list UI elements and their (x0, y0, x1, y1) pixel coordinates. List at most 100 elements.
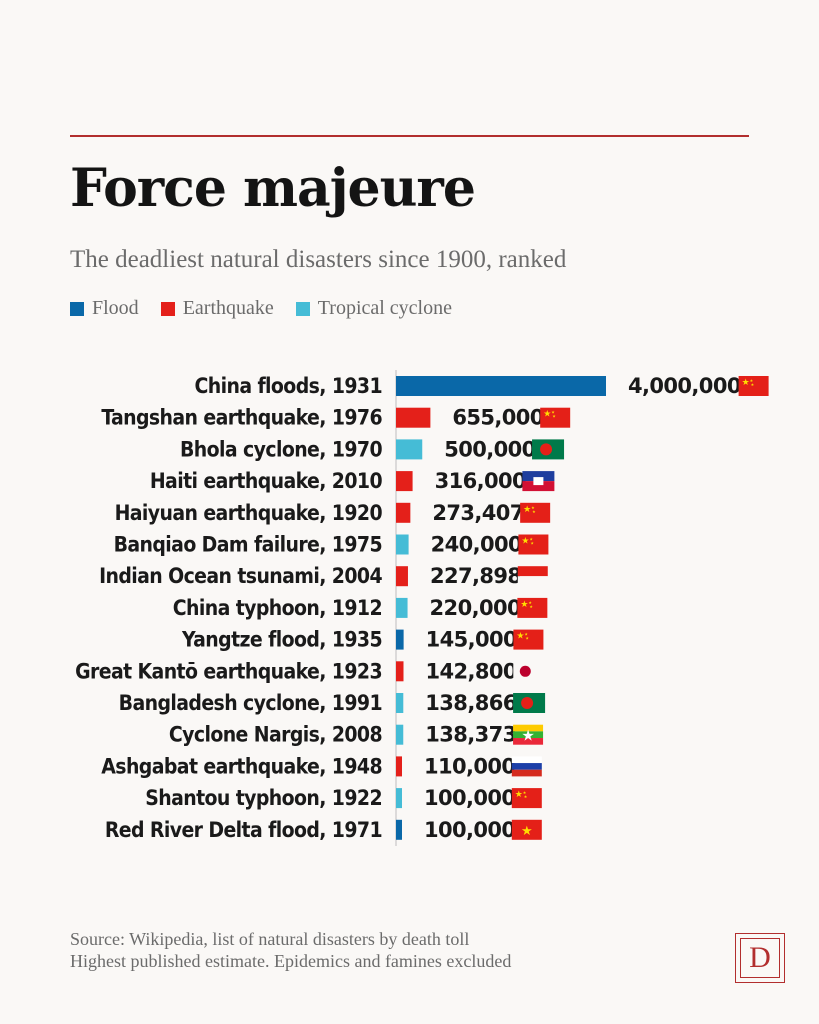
svg-text:★: ★ (525, 636, 529, 641)
legend-label-earthquake: Earthquake (182, 297, 274, 319)
bar (396, 661, 404, 682)
value-label: 240,000 (431, 533, 522, 557)
category-label: Yangtze flood, 1935 (181, 628, 382, 652)
flag-china-icon: ★ ★★ (738, 376, 769, 396)
flag-china-icon: ★ ★★ (540, 407, 571, 428)
value-label: 227,898 (430, 564, 521, 588)
svg-text:★: ★ (750, 378, 754, 383)
svg-text:★: ★ (532, 509, 536, 514)
legend-item-cyclone: Tropical cyclone (295, 297, 452, 320)
category-label: Great Kantō earthquake, 1923 (75, 659, 382, 683)
bar (396, 471, 413, 492)
svg-text:★: ★ (515, 789, 523, 799)
svg-text:★: ★ (530, 541, 534, 546)
bar (396, 597, 408, 618)
svg-text:★: ★ (531, 505, 535, 510)
value-label: 138,373 (425, 723, 516, 747)
footer: Source: Wikipedia, list of natural disas… (70, 928, 511, 972)
category-label: Tangshan earthquake, 1976 (101, 406, 382, 430)
svg-text:★: ★ (529, 604, 533, 609)
svg-text:★: ★ (524, 632, 528, 637)
flag-china-icon: ★ ★★ (513, 629, 544, 650)
category-label: Red River Delta flood, 1971 (105, 818, 382, 842)
legend-item-earthquake: Earthquake (160, 297, 274, 320)
bar (396, 693, 404, 713)
bar (396, 439, 423, 460)
bar (396, 376, 606, 396)
bar (396, 788, 402, 809)
flag-china-icon: ★ ★★ (520, 502, 551, 523)
legend: Flood Earthquake Tropical cyclone (70, 297, 474, 320)
svg-text:★: ★ (523, 790, 527, 795)
legend-label-flood: Flood (92, 297, 139, 319)
methodology-note: Highest published estimate. Epidemics an… (70, 951, 512, 971)
source-note: Source: Wikipedia, list of natural disas… (70, 929, 470, 949)
svg-text:★: ★ (520, 599, 528, 609)
bar-chart: China floods, 1931 4,000,000 ★ ★★Tangshan e… (75, 370, 769, 846)
category-label: China floods, 1931 (194, 374, 382, 398)
value-label: 500,000 (444, 437, 535, 461)
value-label: 145,000 (426, 628, 517, 652)
bar (396, 819, 402, 840)
svg-text:★: ★ (528, 600, 532, 605)
value-label: 316,000 (435, 469, 526, 493)
flag-china-icon: ★ ★★ (517, 597, 548, 618)
value-label: 220,000 (430, 596, 521, 620)
flag-vietnam-icon: ★ (511, 819, 542, 840)
bar (396, 566, 408, 587)
top-rule (70, 135, 749, 137)
value-label: 4,000,000 (628, 374, 741, 398)
bar (396, 724, 404, 745)
value-label: 100,000 (424, 786, 515, 810)
category-label: Indian Ocean tsunami, 2004 (99, 564, 382, 588)
bar (396, 502, 411, 523)
logo-letter: D (740, 938, 780, 978)
flag-indonesia-icon (517, 566, 548, 587)
category-label: Shantou typhoon, 1922 (145, 786, 382, 810)
value-label: 142,800 (425, 659, 516, 683)
svg-text:★: ★ (521, 728, 534, 745)
flag-china-icon: ★ ★★ (511, 788, 542, 809)
legend-label-cyclone: Tropical cyclone (317, 297, 452, 319)
value-label: 138,866 (425, 691, 516, 715)
svg-text:★: ★ (751, 382, 755, 387)
svg-text:★: ★ (521, 823, 533, 838)
svg-text:★: ★ (742, 377, 750, 387)
svg-text:★: ★ (543, 409, 551, 419)
svg-text:★: ★ (524, 794, 528, 799)
legend-swatch-flood (70, 301, 84, 316)
svg-text:★: ★ (529, 537, 533, 542)
chart-subtitle: The deadliest natural disasters since 19… (70, 246, 567, 273)
value-label: 655,000 (452, 406, 543, 430)
flag-china-icon: ★ ★★ (518, 534, 549, 555)
legend-swatch-cyclone (295, 301, 310, 316)
bar (396, 756, 402, 777)
bar (396, 629, 404, 650)
category-label: Cyclone Nargis, 2008 (169, 723, 382, 747)
svg-text:★: ★ (552, 414, 556, 419)
svg-text:★: ★ (516, 631, 524, 641)
legend-swatch-earthquake (160, 301, 175, 316)
category-label: Haiti earthquake, 2010 (150, 469, 383, 493)
category-label: Haiyuan earthquake, 1920 (115, 501, 383, 525)
chart-title: Force majeure (70, 158, 476, 219)
category-label: China typhoon, 1912 (173, 596, 382, 620)
flag-haiti-icon (522, 471, 555, 492)
svg-text:★: ★ (523, 504, 531, 514)
flag-russia-icon (511, 756, 542, 777)
legend-item-flood: Flood (70, 297, 139, 320)
flag-bangladesh-icon (513, 693, 546, 713)
value-label: 110,000 (424, 754, 515, 778)
value-label: 273,407 (432, 501, 523, 525)
flag-japan-icon (513, 661, 544, 682)
bar (396, 407, 431, 428)
category-label: Banqiao Dam failure, 1975 (114, 533, 382, 557)
svg-text:★: ★ (521, 536, 529, 546)
value-label: 100,000 (424, 818, 515, 842)
publisher-logo: D (735, 933, 785, 983)
category-label: Bangladesh cyclone, 1991 (119, 691, 382, 715)
bar (396, 534, 409, 555)
category-label: Bhola cyclone, 1970 (180, 437, 382, 461)
flag-bangladesh-icon (532, 439, 565, 460)
svg-text:★: ★ (551, 410, 555, 415)
